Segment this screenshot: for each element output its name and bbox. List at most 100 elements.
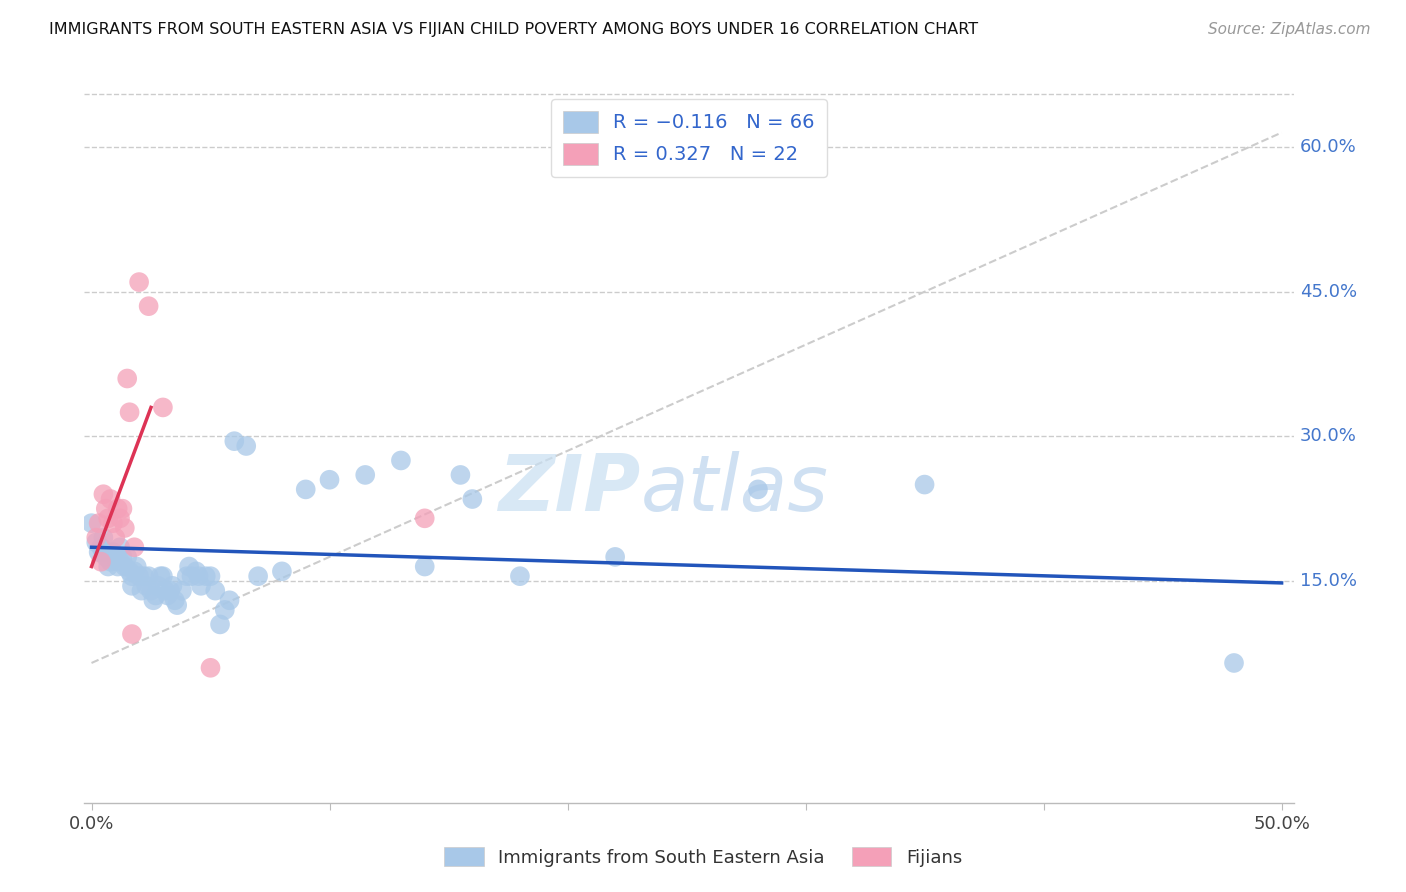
Point — [170, 583, 193, 598]
Point — [104, 531, 127, 545]
Point — [93, 545, 115, 559]
Point — [118, 565, 141, 579]
Legend: Immigrants from South Eastern Asia, Fijians: Immigrants from South Eastern Asia, Fiji… — [437, 840, 969, 874]
Point — [107, 501, 129, 516]
Point — [87, 545, 110, 559]
Point — [111, 501, 134, 516]
Point — [152, 569, 174, 583]
Point — [94, 549, 117, 564]
Point — [90, 555, 112, 569]
Point — [135, 579, 157, 593]
Point — [187, 569, 209, 583]
Point — [131, 583, 153, 598]
Point — [145, 589, 167, 603]
Point — [93, 487, 115, 501]
Point — [176, 569, 198, 583]
Point — [114, 559, 136, 574]
Point — [124, 565, 146, 579]
Point — [509, 569, 531, 583]
Point — [914, 477, 936, 491]
Point — [124, 541, 146, 555]
Point — [101, 545, 124, 559]
Point — [142, 593, 165, 607]
Point — [104, 549, 127, 564]
Point — [97, 511, 120, 525]
Point — [461, 491, 484, 506]
Point — [449, 467, 471, 482]
Text: 15.0%: 15.0% — [1299, 572, 1357, 590]
Point — [114, 521, 136, 535]
Point — [190, 579, 212, 593]
Point — [294, 483, 316, 497]
Point — [605, 549, 627, 564]
Point — [87, 516, 110, 530]
Legend: R = −0.116   N = 66, R = 0.327   N = 22: R = −0.116 N = 66, R = 0.327 N = 22 — [551, 99, 827, 177]
Point — [166, 598, 188, 612]
Point — [128, 569, 150, 583]
Point — [214, 603, 236, 617]
Point — [163, 593, 186, 607]
Point — [152, 401, 174, 415]
Point — [132, 569, 155, 583]
Point — [121, 579, 143, 593]
Text: 30.0%: 30.0% — [1299, 427, 1357, 445]
Point — [115, 371, 138, 385]
Text: 45.0%: 45.0% — [1299, 283, 1357, 301]
Point — [115, 549, 138, 564]
Point — [155, 583, 177, 598]
Point — [218, 593, 240, 607]
Point — [80, 516, 103, 530]
Point — [194, 569, 217, 583]
Point — [108, 541, 131, 555]
Point — [200, 661, 222, 675]
Point — [247, 569, 270, 583]
Point — [146, 579, 169, 593]
Point — [204, 583, 226, 598]
Point — [84, 535, 107, 549]
Point — [138, 569, 160, 583]
Point — [156, 589, 179, 603]
Point — [186, 565, 208, 579]
Point — [121, 627, 143, 641]
Point — [108, 555, 131, 569]
Text: ZIP: ZIP — [498, 450, 641, 527]
Point — [121, 569, 143, 583]
Point — [389, 453, 412, 467]
Point — [224, 434, 246, 449]
Point — [107, 559, 129, 574]
Point — [413, 511, 436, 525]
Point — [111, 549, 134, 564]
Point — [84, 531, 107, 545]
Point — [93, 531, 115, 545]
Point — [354, 467, 377, 482]
Point — [118, 405, 141, 419]
Point — [97, 559, 120, 574]
Point — [159, 583, 181, 598]
Point — [1223, 656, 1246, 670]
Point — [101, 516, 124, 530]
Text: Source: ZipAtlas.com: Source: ZipAtlas.com — [1208, 22, 1371, 37]
Point — [177, 559, 200, 574]
Point — [747, 483, 769, 497]
Point — [128, 275, 150, 289]
Point — [235, 439, 257, 453]
Point — [139, 583, 162, 598]
Point — [271, 565, 294, 579]
Text: atlas: atlas — [641, 450, 828, 527]
Point — [125, 559, 148, 574]
Point — [90, 541, 112, 555]
Point — [149, 569, 172, 583]
Point — [208, 617, 231, 632]
Point — [100, 555, 122, 569]
Text: IMMIGRANTS FROM SOUTH EASTERN ASIA VS FIJIAN CHILD POVERTY AMONG BOYS UNDER 16 C: IMMIGRANTS FROM SOUTH EASTERN ASIA VS FI… — [49, 22, 979, 37]
Point — [108, 511, 131, 525]
Point — [413, 559, 436, 574]
Point — [94, 501, 117, 516]
Point — [200, 569, 222, 583]
Text: 60.0%: 60.0% — [1299, 138, 1357, 156]
Point — [162, 579, 184, 593]
Point — [100, 491, 122, 506]
Point — [318, 473, 340, 487]
Point — [138, 299, 160, 313]
Point — [180, 569, 202, 583]
